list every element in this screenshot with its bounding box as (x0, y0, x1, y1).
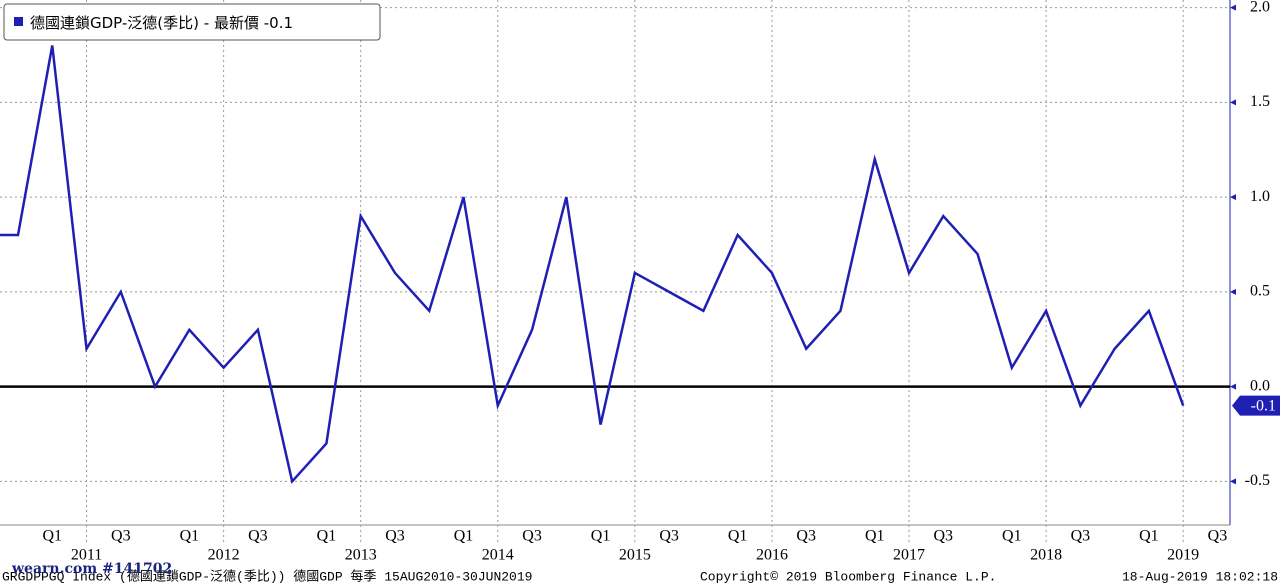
y-tick-label: 0.0 (1250, 377, 1270, 394)
y-tick-label: 1.5 (1250, 93, 1270, 110)
year-label: 2013 (345, 547, 377, 564)
legend-box (3, 3, 381, 41)
footer-source: GRGDPPGQ Index (德國連鎖GDP-泛德(季比)) 德國GDP 每季… (2, 568, 532, 584)
x-tick-label: Q3 (1208, 528, 1228, 545)
last-value-label: -0.1 (1251, 397, 1276, 414)
y-tick (1230, 383, 1236, 390)
x-tick-label: Q3 (934, 528, 954, 545)
year-label: 2019 (1167, 547, 1199, 564)
legend-name: 德國連鎖GDP-泛德(季比) (30, 14, 199, 32)
y-tick-label: -0.5 (1245, 472, 1270, 489)
x-tick-label: Q1 (591, 528, 611, 545)
x-tick-label: Q3 (385, 528, 405, 545)
legend-swatch (14, 17, 23, 26)
x-tick-label: Q1 (728, 528, 748, 545)
watermark: wearn.com #141702 (11, 561, 172, 577)
x-tick-label: Q3 (796, 528, 816, 545)
y-tick (1230, 288, 1236, 295)
y-tick (1230, 99, 1236, 106)
x-tick-label: Q1 (180, 528, 200, 545)
y-tick-label: 1.0 (1250, 188, 1270, 205)
x-tick-label: Q1 (42, 528, 62, 545)
legend-text: 德國連鎖GDP-泛德(季比) - 最新價 -0.1 (30, 14, 293, 32)
year-label: 2017 (893, 547, 925, 564)
legend-last-value: -0.1 (264, 14, 293, 32)
x-tick-label: Q1 (1139, 528, 1159, 545)
y-tick-label: 2.0 (1250, 0, 1270, 15)
year-label: 2015 (619, 547, 651, 564)
x-tick-label: Q3 (659, 528, 679, 545)
x-tick-label: Q3 (248, 528, 268, 545)
x-tick-label: Q3 (522, 528, 542, 545)
y-tick (1230, 194, 1236, 201)
x-tick-label: Q1 (454, 528, 474, 545)
year-label: 2018 (1030, 547, 1062, 564)
x-tick-label: Q1 (317, 528, 337, 545)
x-tick-label: Q3 (111, 528, 131, 545)
x-tick-label: Q1 (865, 528, 885, 545)
y-tick (1230, 4, 1236, 11)
y-tick (1230, 478, 1236, 485)
x-tick-label: Q3 (1071, 528, 1091, 545)
year-label: 2011 (71, 547, 102, 564)
year-label: 2014 (482, 547, 514, 564)
legend: 德國連鎖GDP-泛德(季比) - 最新價 -0.1 (3, 3, 381, 41)
footer-copyright: Copyright© 2019 Bloomberg Finance L.P. (700, 569, 996, 584)
legend-suffix: - 最新價 (204, 14, 259, 32)
last-value-tag (1232, 395, 1280, 416)
y-tick-label: 0.5 (1250, 283, 1270, 300)
year-label: 2016 (756, 547, 788, 564)
footer-timestamp: 18-Aug-2019 18:02:18 (1122, 569, 1278, 584)
x-tick-label: Q1 (1002, 528, 1022, 545)
year-label: 2012 (208, 547, 240, 564)
data-line (0, 45, 1185, 485)
